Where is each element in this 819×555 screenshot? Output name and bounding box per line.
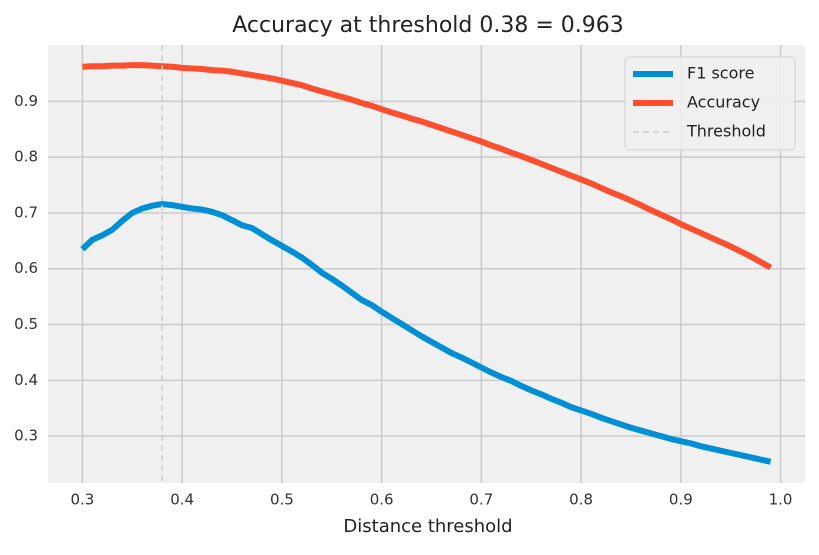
x-tick-label: 0.8 — [569, 491, 593, 509]
y-tick-label: 0.4 — [14, 371, 38, 389]
legend-label: Accuracy — [687, 93, 760, 112]
y-tick-label: 0.8 — [14, 148, 38, 166]
chart-title: Accuracy at threshold 0.38 = 0.963 — [232, 13, 624, 38]
x-tick-label: 0.7 — [469, 491, 493, 509]
data-line — [80, 201, 772, 465]
y-tick-label: 0.9 — [14, 92, 38, 110]
legend-box — [624, 56, 796, 151]
y-tick-label: 0.6 — [14, 259, 38, 277]
x-tick-label: 0.4 — [170, 491, 194, 509]
x-tick-label: 0.9 — [669, 491, 693, 509]
y-tick-label: 0.5 — [14, 315, 38, 333]
y-tick-label: 0.7 — [14, 203, 38, 221]
x-tick-label: 0.3 — [70, 491, 94, 509]
x-tick-label: 0.5 — [270, 491, 294, 509]
legend-label: F1 score — [687, 64, 754, 83]
x-axis-label: Distance threshold — [343, 516, 512, 537]
legend-label: Threshold — [686, 122, 766, 141]
data-line — [82, 62, 773, 271]
y-tick-label: 0.3 — [14, 427, 38, 445]
x-tick-label: 1.0 — [769, 491, 793, 509]
x-tick-label: 0.6 — [370, 491, 394, 509]
